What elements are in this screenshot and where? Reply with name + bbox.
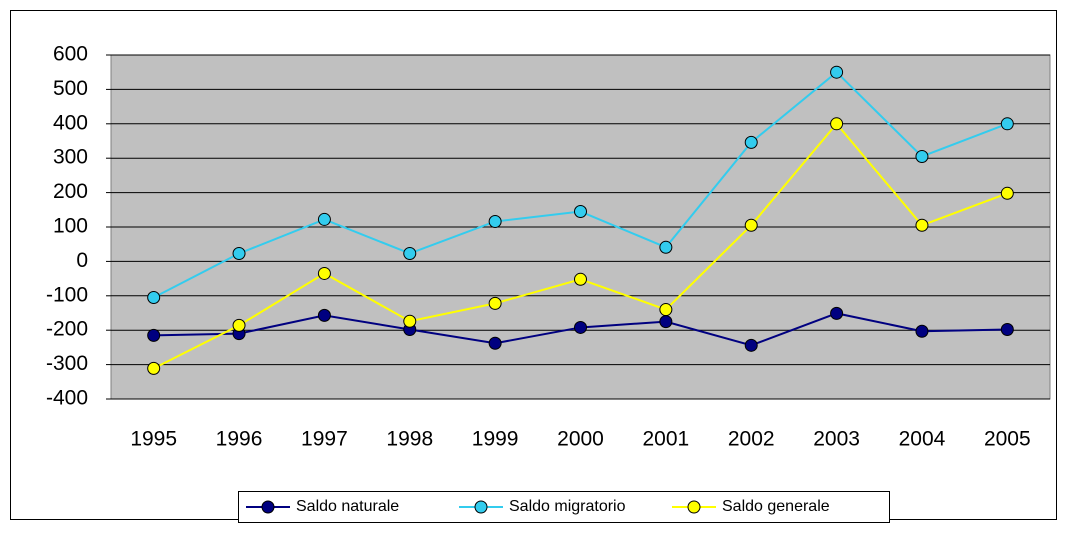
point <box>1000 186 1014 200</box>
y-tick-label: 300 <box>53 146 88 169</box>
y-tick-label: 500 <box>53 77 88 100</box>
point <box>147 361 161 375</box>
point <box>1000 323 1014 337</box>
point <box>232 318 246 332</box>
legend-marker <box>687 500 701 514</box>
point <box>403 246 417 260</box>
point <box>659 240 673 254</box>
point <box>574 205 587 219</box>
legend-marker <box>261 500 275 514</box>
point <box>659 303 673 317</box>
point <box>1000 117 1014 131</box>
y-tick-label: 400 <box>53 111 88 134</box>
point <box>915 218 929 232</box>
point <box>317 266 331 280</box>
x-tick-label: 2005 <box>984 428 1031 451</box>
point <box>488 336 502 350</box>
y-tick-label: 100 <box>53 215 88 238</box>
y-tick-label: 0 <box>76 249 88 272</box>
x-tick-label: 2004 <box>899 428 946 451</box>
point <box>403 314 417 328</box>
point <box>574 272 587 286</box>
x-tick-label: 1995 <box>130 428 177 451</box>
legend-label: Saldo naturale <box>296 498 399 515</box>
point <box>574 320 587 334</box>
point <box>830 117 844 131</box>
legend-label: Saldo migratorio <box>509 498 626 515</box>
legend-marker <box>474 500 488 514</box>
point <box>830 65 844 79</box>
y-tick-label: 200 <box>53 180 88 203</box>
point <box>744 218 758 232</box>
y-tick-label: -400 <box>46 387 88 410</box>
y-tick-label: 600 <box>53 43 88 66</box>
y-tick-label: -100 <box>46 283 88 306</box>
point <box>147 328 161 342</box>
x-tick-label: 2001 <box>643 428 690 451</box>
x-tick-label: 1998 <box>386 428 433 451</box>
x-tick-label: 1997 <box>301 428 348 451</box>
x-tick-label: 1996 <box>216 428 263 451</box>
point <box>488 214 502 228</box>
x-tick-label: 2003 <box>813 428 860 451</box>
point <box>232 246 246 260</box>
y-tick-label: -300 <box>46 352 88 375</box>
x-tick-label: 2002 <box>728 428 775 451</box>
point <box>744 135 758 149</box>
point <box>744 338 758 352</box>
point <box>317 212 331 226</box>
point <box>147 291 161 305</box>
point <box>915 149 929 163</box>
point <box>830 306 844 320</box>
point <box>915 324 929 338</box>
x-tick-label: 1999 <box>472 428 519 451</box>
x-tick-label: 2000 <box>557 428 604 451</box>
point <box>488 296 502 310</box>
legend-label: Saldo generale <box>722 498 830 515</box>
point <box>659 315 673 329</box>
legend <box>238 491 890 523</box>
y-tick-label: -200 <box>46 318 88 341</box>
point <box>317 308 331 322</box>
